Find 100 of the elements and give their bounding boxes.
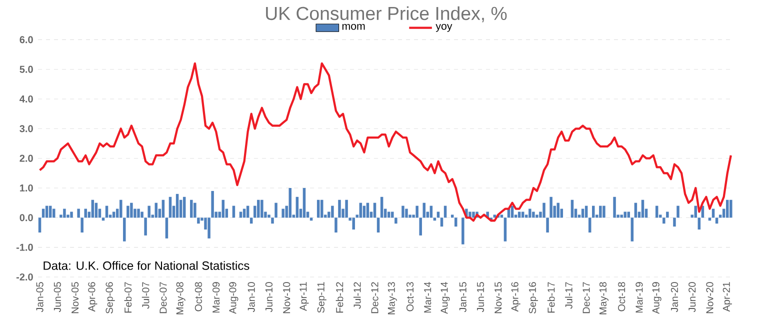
x-tick-label: Jun-20 xyxy=(688,282,696,312)
bar xyxy=(454,218,458,227)
x-tick-label: Mar-14 xyxy=(424,282,432,313)
x-tick-label: Oct-08 xyxy=(194,282,202,312)
x-tick-label: Mar-19 xyxy=(636,282,643,313)
bar xyxy=(588,218,592,232)
x-tick-label: Nov-20 xyxy=(706,282,714,314)
bar xyxy=(334,218,338,232)
x-tick-label: Jul-07 xyxy=(142,282,150,309)
bar xyxy=(528,208,532,218)
x-tick-label: Nov-10 xyxy=(283,282,290,314)
x-tick-label: Jun-10 xyxy=(265,282,273,312)
bar xyxy=(715,218,718,224)
bar xyxy=(394,218,398,224)
y-tick-label: 6.0 xyxy=(20,36,33,44)
y-tick-label: 2.0 xyxy=(20,154,33,162)
bar xyxy=(38,218,42,232)
bar xyxy=(504,218,507,242)
x-tick-label: Aug-14 xyxy=(440,282,450,314)
bar xyxy=(546,218,549,232)
bar xyxy=(518,212,521,218)
chart-title: UK Consumer Price Index, % xyxy=(266,6,507,22)
x-tick-label: Sep-06 xyxy=(106,282,115,314)
bar xyxy=(194,202,196,218)
bar xyxy=(708,218,712,221)
bar xyxy=(620,214,623,218)
bar xyxy=(436,212,440,218)
bar xyxy=(126,206,130,218)
x-tick-label: Feb-12 xyxy=(336,282,344,313)
bar xyxy=(148,206,150,218)
bar xyxy=(288,188,292,218)
bar xyxy=(624,212,626,218)
x-tick-label: Feb-17 xyxy=(547,282,555,313)
bar xyxy=(130,202,133,218)
bar xyxy=(84,208,87,218)
bar xyxy=(380,196,384,218)
bar xyxy=(387,212,390,218)
bar xyxy=(310,218,313,221)
bar xyxy=(462,218,464,244)
bar xyxy=(211,190,214,218)
y-tick-label: 5.0 xyxy=(20,66,33,73)
y-tick-label: -1.0 xyxy=(16,244,33,251)
bar xyxy=(662,218,666,224)
y-tick-label: 0.0 xyxy=(20,214,33,222)
bar xyxy=(521,212,524,218)
bar xyxy=(144,218,147,236)
x-tick-label: Dec-07 xyxy=(160,282,167,314)
bar xyxy=(676,206,680,218)
y-tick-label: 3.0 xyxy=(20,125,33,132)
bar xyxy=(123,218,126,242)
x-tick-label: Oct-18 xyxy=(618,282,626,312)
y-tick-label: 1.0 xyxy=(20,184,33,192)
bar xyxy=(376,218,380,232)
x-tick-label: May-13 xyxy=(388,282,397,314)
bar xyxy=(440,218,444,227)
bar xyxy=(102,218,105,221)
bar xyxy=(250,218,253,224)
bar xyxy=(282,208,284,218)
bar xyxy=(472,212,475,218)
x-tick-label: Jun-05 xyxy=(54,282,61,312)
x-tick-label: Jan-20 xyxy=(670,282,678,312)
x-tick-label: Apr-11 xyxy=(300,282,309,311)
x-tick-label: Jan-05 xyxy=(36,282,44,312)
bar xyxy=(190,200,193,218)
bar xyxy=(302,188,306,218)
x-tick-label: Mar-09 xyxy=(212,282,220,313)
x-tick-label: Jan-10 xyxy=(248,282,255,312)
bar xyxy=(391,212,394,218)
bar xyxy=(63,208,66,218)
x-tick-label: Apr-06 xyxy=(88,282,98,312)
bar xyxy=(673,218,676,227)
bar xyxy=(120,200,122,218)
legend-label: yoy xyxy=(436,24,452,32)
bar xyxy=(433,218,436,221)
x-tick-label: Oct-13 xyxy=(406,282,414,312)
bar xyxy=(630,218,634,242)
bar xyxy=(405,208,408,218)
bar xyxy=(70,212,73,218)
bar xyxy=(550,196,552,218)
y-tick-label: 4.0 xyxy=(20,95,33,103)
bar xyxy=(666,212,669,218)
x-tick-label: Jun-15 xyxy=(477,282,484,312)
bar xyxy=(296,196,299,218)
x-tick-label: May-08 xyxy=(176,282,186,314)
bar xyxy=(416,206,418,218)
bar xyxy=(419,218,422,236)
bar xyxy=(77,208,80,218)
bar xyxy=(208,218,210,238)
bar xyxy=(599,206,602,218)
bar xyxy=(165,218,168,238)
y-tick-label: -2.0 xyxy=(16,273,33,281)
bar xyxy=(536,214,538,218)
bar xyxy=(257,200,260,218)
bar xyxy=(602,206,606,218)
bar xyxy=(239,212,242,218)
x-tick-label: Dec-12 xyxy=(371,282,378,314)
bar xyxy=(500,214,504,218)
bar xyxy=(112,212,116,218)
x-tick-label: Jul-12 xyxy=(353,282,361,309)
x-tick-label: Apr-16 xyxy=(511,282,520,312)
